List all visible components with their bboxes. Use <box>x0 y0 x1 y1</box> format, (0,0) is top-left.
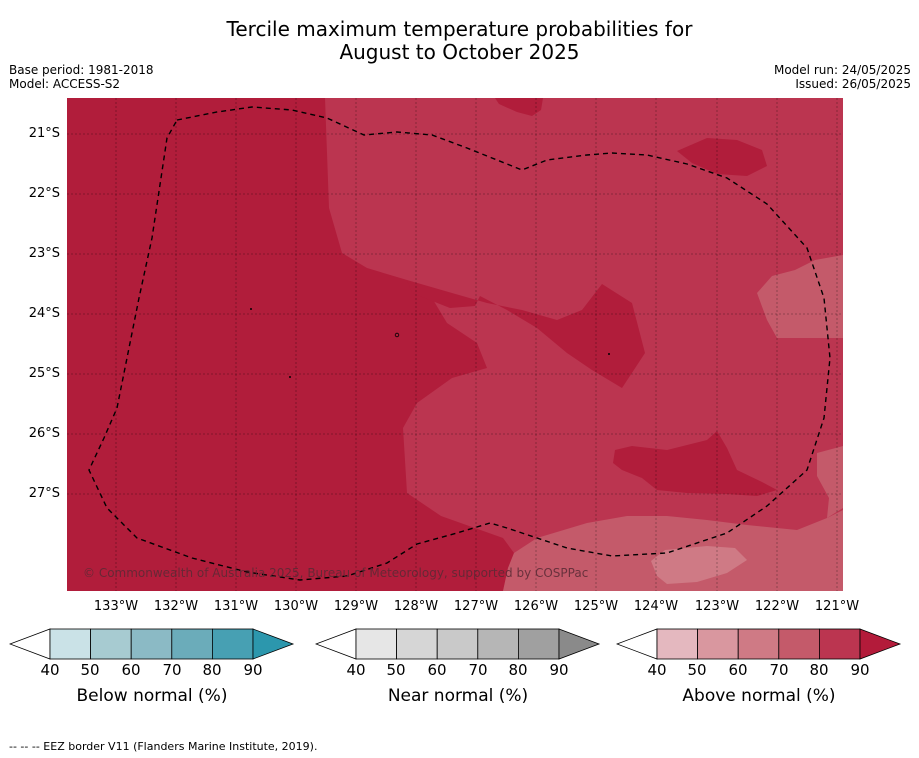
meta-right: Model run: 24/05/2025 Issued: 26/05/2025 <box>774 63 911 91</box>
colorbar-segment <box>517 628 560 660</box>
cb-tick: 40 <box>647 661 667 679</box>
colorbar-segment <box>130 628 173 660</box>
island-markers <box>250 308 610 378</box>
map-title: Tercile maximum temperature probabilitie… <box>0 18 919 64</box>
dark-patch-north <box>495 98 543 116</box>
lat-label: 24°S <box>28 306 60 321</box>
dark-patch-northeast <box>677 138 767 176</box>
base-period: Base period: 1981-2018 <box>9 63 154 77</box>
lat-label: 23°S <box>28 246 60 261</box>
cb-tick: 60 <box>121 661 141 679</box>
lon-label: 125°W <box>573 599 619 614</box>
colorbar-near-normal <box>315 628 601 660</box>
lat-label: 26°S <box>28 426 60 441</box>
cb-tick: 90 <box>549 661 569 679</box>
lon-label: 122°W <box>754 599 800 614</box>
colorbar-segment <box>818 628 861 660</box>
cb-tick: 90 <box>243 661 263 679</box>
colorbar-segment <box>49 628 91 660</box>
probability-map <box>67 98 843 591</box>
cb-tick: 50 <box>80 661 100 679</box>
colorbar-segment <box>656 628 698 660</box>
model-run: Model run: 24/05/2025 <box>773 63 911 77</box>
lon-label: 133°W <box>93 599 139 614</box>
cb-tick: 70 <box>162 661 182 679</box>
island-marker <box>250 308 252 310</box>
colorbar-over-triangle <box>859 628 902 660</box>
colorbar-segment <box>90 628 132 660</box>
meta-left: Base period: 1981-2018 Model: ACCESS-S2 <box>9 63 154 91</box>
model-name: Model: ACCESS-S2 <box>9 77 121 91</box>
island-marker <box>394 332 400 338</box>
light-patch-southeast <box>817 446 843 518</box>
cb-tick: 50 <box>386 661 406 679</box>
colorbar-under-triangle <box>315 628 357 660</box>
island-marker <box>608 353 610 355</box>
lon-label: 121°W <box>814 599 860 614</box>
colorbar-below-normal <box>9 628 295 660</box>
colorbar-segment <box>171 628 213 660</box>
cb-tick: 60 <box>728 661 748 679</box>
lat-label: 22°S <box>28 186 60 201</box>
lon-label: 124°W <box>633 599 679 614</box>
lon-label: 123°W <box>694 599 740 614</box>
lon-label: 126°W <box>513 599 559 614</box>
eez-legend-note: -- -- -- EEZ border V11 (Flanders Marine… <box>9 740 318 753</box>
lon-label: 132°W <box>153 599 199 614</box>
cb-label-below: Below normal (%) <box>76 686 228 706</box>
colorbar-segment <box>211 628 254 660</box>
colorbar-over-triangle <box>252 628 295 660</box>
colorbar-segment <box>737 628 780 660</box>
island-marker <box>289 376 291 378</box>
lat-label: 21°S <box>28 126 60 141</box>
colorbar-over-triangle <box>558 628 601 660</box>
lat-label: 27°S <box>28 486 60 501</box>
lon-label: 129°W <box>333 599 379 614</box>
colorbar-segment <box>436 628 479 660</box>
cb-tick: 70 <box>769 661 789 679</box>
dark-tongue-central <box>407 280 645 388</box>
title-line-1: Tercile maximum temperature probabilitie… <box>226 17 693 41</box>
lon-label: 128°W <box>393 599 439 614</box>
cb-tick: 60 <box>427 661 447 679</box>
grid-lines <box>67 98 843 591</box>
cb-tick: 90 <box>850 661 870 679</box>
cb-tick: 40 <box>40 661 60 679</box>
colorbar-above-normal <box>616 628 902 660</box>
issued-date: Issued: 26/05/2025 <box>795 77 911 91</box>
cb-tick: 40 <box>346 661 366 679</box>
eez-border <box>88 106 831 581</box>
colorbar-segment <box>355 628 397 660</box>
copyright-notice: © Commonwealth of Australia 2025, Bureau… <box>83 566 589 580</box>
lighter-patch-south <box>651 546 747 584</box>
cb-tick: 80 <box>202 661 222 679</box>
colorbar-segment <box>697 628 739 660</box>
cb-label-above: Above normal (%) <box>682 686 836 706</box>
cb-label-near: Near normal (%) <box>387 686 529 706</box>
colorbar-segment <box>778 628 820 660</box>
title-line-2: August to October 2025 <box>339 40 580 64</box>
light-patch-east <box>757 255 843 338</box>
colorbar-segment <box>477 628 519 660</box>
colorbar-under-triangle <box>9 628 51 660</box>
cb-tick: 80 <box>508 661 528 679</box>
lon-label: 131°W <box>213 599 259 614</box>
colorbar-under-triangle <box>616 628 658 660</box>
colorbar-segment <box>396 628 438 660</box>
lon-label: 130°W <box>273 599 319 614</box>
cb-tick: 70 <box>468 661 488 679</box>
cb-tick: 50 <box>687 661 707 679</box>
lon-label: 127°W <box>453 599 499 614</box>
dark-patch-east <box>613 431 777 496</box>
cb-tick: 80 <box>809 661 829 679</box>
lat-label: 25°S <box>28 366 60 381</box>
